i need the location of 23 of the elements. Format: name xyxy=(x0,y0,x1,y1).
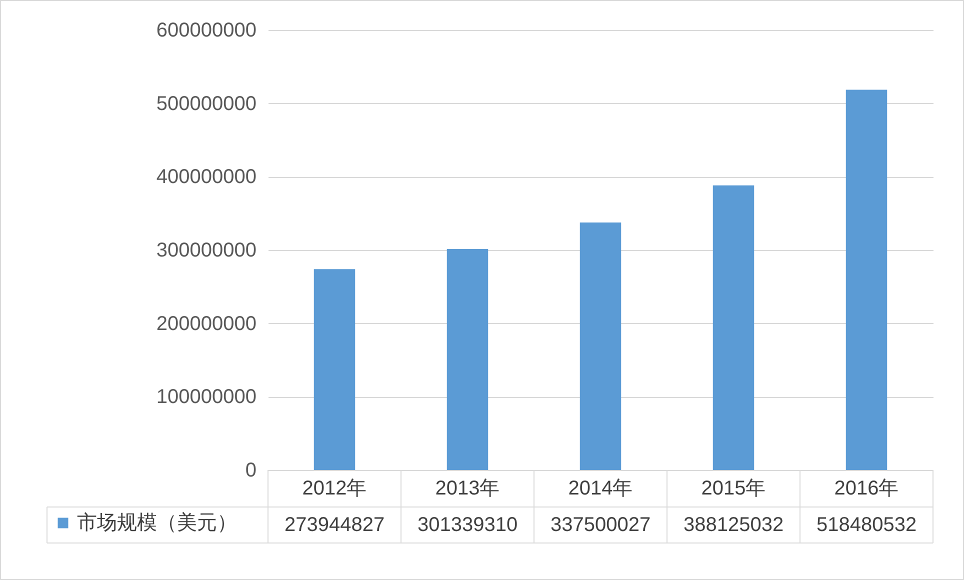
y-tick-label: 500000000 xyxy=(156,92,256,115)
data-label: 337500027 xyxy=(550,514,651,536)
y-tick-label: 100000000 xyxy=(156,386,256,408)
y-tick-label: 400000000 xyxy=(156,166,256,188)
y-tick-label: 600000000 xyxy=(156,20,256,42)
bar xyxy=(314,269,356,470)
x-tick-label: 2016年 xyxy=(834,478,899,500)
bar xyxy=(712,185,754,470)
x-tick-label: 2015年 xyxy=(701,478,766,500)
y-tick-label: 200000000 xyxy=(156,312,256,335)
data-label: 301339310 xyxy=(417,514,518,536)
x-tick-label: 2013年 xyxy=(435,478,500,500)
bar xyxy=(446,249,488,470)
x-tick-label: 2012年 xyxy=(302,478,367,500)
bar xyxy=(846,90,888,470)
x-tick-label: 2014年 xyxy=(568,478,633,500)
y-tick-label: 300000000 xyxy=(156,240,256,262)
legend-label: 市场规模（美元） xyxy=(77,511,237,534)
data-label: 273944827 xyxy=(284,514,385,536)
y-tick-label: 0 xyxy=(245,460,256,482)
bar xyxy=(580,222,622,470)
data-label: 518480532 xyxy=(816,514,917,536)
data-label: 388125032 xyxy=(683,514,784,536)
